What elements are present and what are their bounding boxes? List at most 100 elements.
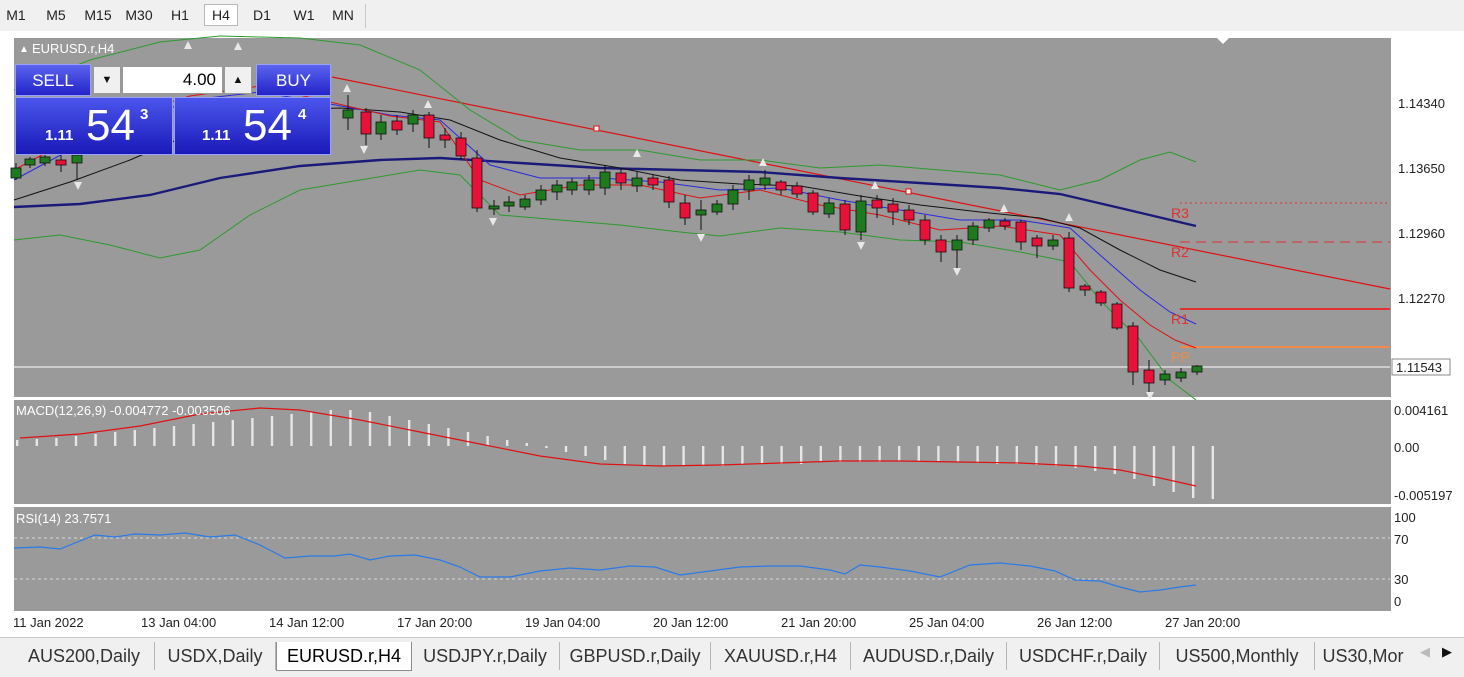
trendline-anchor [905,188,912,195]
candlestick [1063,237,1075,289]
macd-histogram-bar [1074,446,1077,468]
fractal-up-marker [234,42,242,50]
tab-eurusd-h4[interactable]: EURUSD.r,H4 [276,642,412,671]
timeframe-m30[interactable]: M30 [125,7,153,23]
current-price-box [1391,358,1451,376]
candlestick [1175,371,1187,379]
tab-usdx-daily[interactable]: USDX,Daily [155,642,276,670]
macd-histogram-bar [290,414,293,446]
tab-usdchf-daily[interactable]: USDCHF.r,Daily [1007,642,1160,670]
macd-histogram-bar [1172,446,1175,492]
candlestick [695,209,707,216]
lot-increase-button[interactable]: ▲ [224,66,252,94]
macd-drawing [16,407,1214,499]
price-label: 1.12270 [1398,291,1445,306]
timeframe-m5[interactable]: M5 [46,7,66,23]
sell-button[interactable]: SELL [15,64,91,96]
macd-histogram-bar [584,446,587,456]
macd-histogram-bar [447,428,450,446]
sell-price-prefix: 1.11 [45,127,74,144]
macd-histogram-bar [525,443,528,446]
tab-us500-monthly[interactable]: US500,Monthly [1160,642,1315,670]
tab-xauusd-h4[interactable]: XAUUSD.r,H4 [711,642,851,670]
chart-shift-marker-icon[interactable] [1216,37,1230,44]
toolbar-divider [365,4,366,28]
candlestick [663,179,675,203]
macd-histogram-bar [1211,446,1214,499]
candlestick [615,172,627,184]
time-label: 19 Jan 04:00 [525,615,600,630]
macd-histogram-bar [780,446,783,464]
macd-histogram-bar [74,436,78,446]
candlestick [360,111,372,135]
macd-histogram-bar [192,424,195,446]
time-label: 13 Jan 04:00 [141,615,216,630]
timeframe-mn[interactable]: MN [332,7,354,23]
buy-price-box[interactable]: 1.11 54 4 [174,97,331,155]
sell-price-sup: 3 [140,106,149,123]
price-label: 1.12960 [1398,226,1445,241]
tab-scroll-right-icon[interactable]: ▶ [1442,644,1452,659]
fractal-down-marker [360,146,368,154]
candlestick [1079,285,1091,291]
macd-histogram-bar [545,446,548,448]
tab-audusd-daily[interactable]: AUDUSD.r,Daily [851,642,1007,670]
time-label: 20 Jan 12:00 [653,615,728,630]
candlestick [535,189,547,201]
collapse-triangle-icon[interactable]: ▲ [19,44,29,55]
tab-usdjpy-daily[interactable]: USDJPY.r,Daily [411,642,560,670]
candlestick [711,203,723,213]
candlestick [759,177,771,186]
macd-histogram-bar [212,422,215,446]
tab-scroll-left-icon[interactable]: ◀ [1420,644,1430,659]
lot-size-input[interactable]: 4.00 [122,66,223,94]
macd-histogram-bar [721,446,724,466]
timeframe-h1[interactable]: H1 [171,7,189,23]
macd-histogram-bar [1152,446,1156,486]
candlestick [375,121,387,135]
tab-aus200-daily[interactable]: AUS200,Daily [14,642,155,670]
time-label: 25 Jan 04:00 [909,615,984,630]
candlestick [342,109,354,119]
timeframe-m15[interactable]: M15 [84,7,112,23]
macd-histogram-bar [682,446,685,466]
candlestick [1127,325,1139,373]
macd-histogram-bar [427,424,430,446]
macd-histogram-bar [466,432,470,446]
current-price-label: 1.11543 [1396,360,1442,375]
timeframe-d1[interactable]: D1 [253,7,271,23]
candlestick [519,198,531,208]
tab-gbpusd-daily[interactable]: GBPUSD.r,Daily [560,642,711,670]
macd-histogram-bar [702,446,705,466]
rsi-axis-label: 30 [1394,572,1408,587]
macd-histogram-bar [231,420,234,446]
candlestick [24,158,36,166]
sell-price-box[interactable]: 1.11 54 3 [15,97,173,155]
candlestick [439,134,451,141]
candlestick [855,200,867,233]
timeframe-w1[interactable]: W1 [293,7,315,23]
buy-price-big: 54 [243,101,292,150]
candlestick [423,114,435,139]
lot-decrease-button[interactable]: ▼ [93,66,121,94]
candlestick [935,239,947,253]
candlestick [1111,303,1123,329]
rsi-panel[interactable] [13,506,1392,612]
macd-signal-line [19,407,1197,487]
macd-histogram-bar [35,439,38,446]
rsi-line [13,532,1197,593]
macd-histogram-bar [741,446,744,464]
macd-histogram-bar [937,446,940,461]
timeframe-h4[interactable]: H4 [204,4,238,26]
candlestick [999,220,1011,227]
candlestick [743,179,755,191]
chart-tabs-bar: AUS200,Daily USDX,Daily EURUSD.r,H4 USDJ… [0,637,1464,677]
timeframe-m1[interactable]: M1 [6,7,26,23]
macd-axis-label: 0.00 [1394,440,1419,455]
candlestick [951,239,963,251]
pivot-pp-label: PP [1171,349,1190,365]
tab-us30-monthly[interactable]: US30,Mor [1322,646,1404,666]
candlestick [71,154,83,164]
macd-histogram-bar [94,434,97,446]
buy-button[interactable]: BUY [256,64,331,96]
